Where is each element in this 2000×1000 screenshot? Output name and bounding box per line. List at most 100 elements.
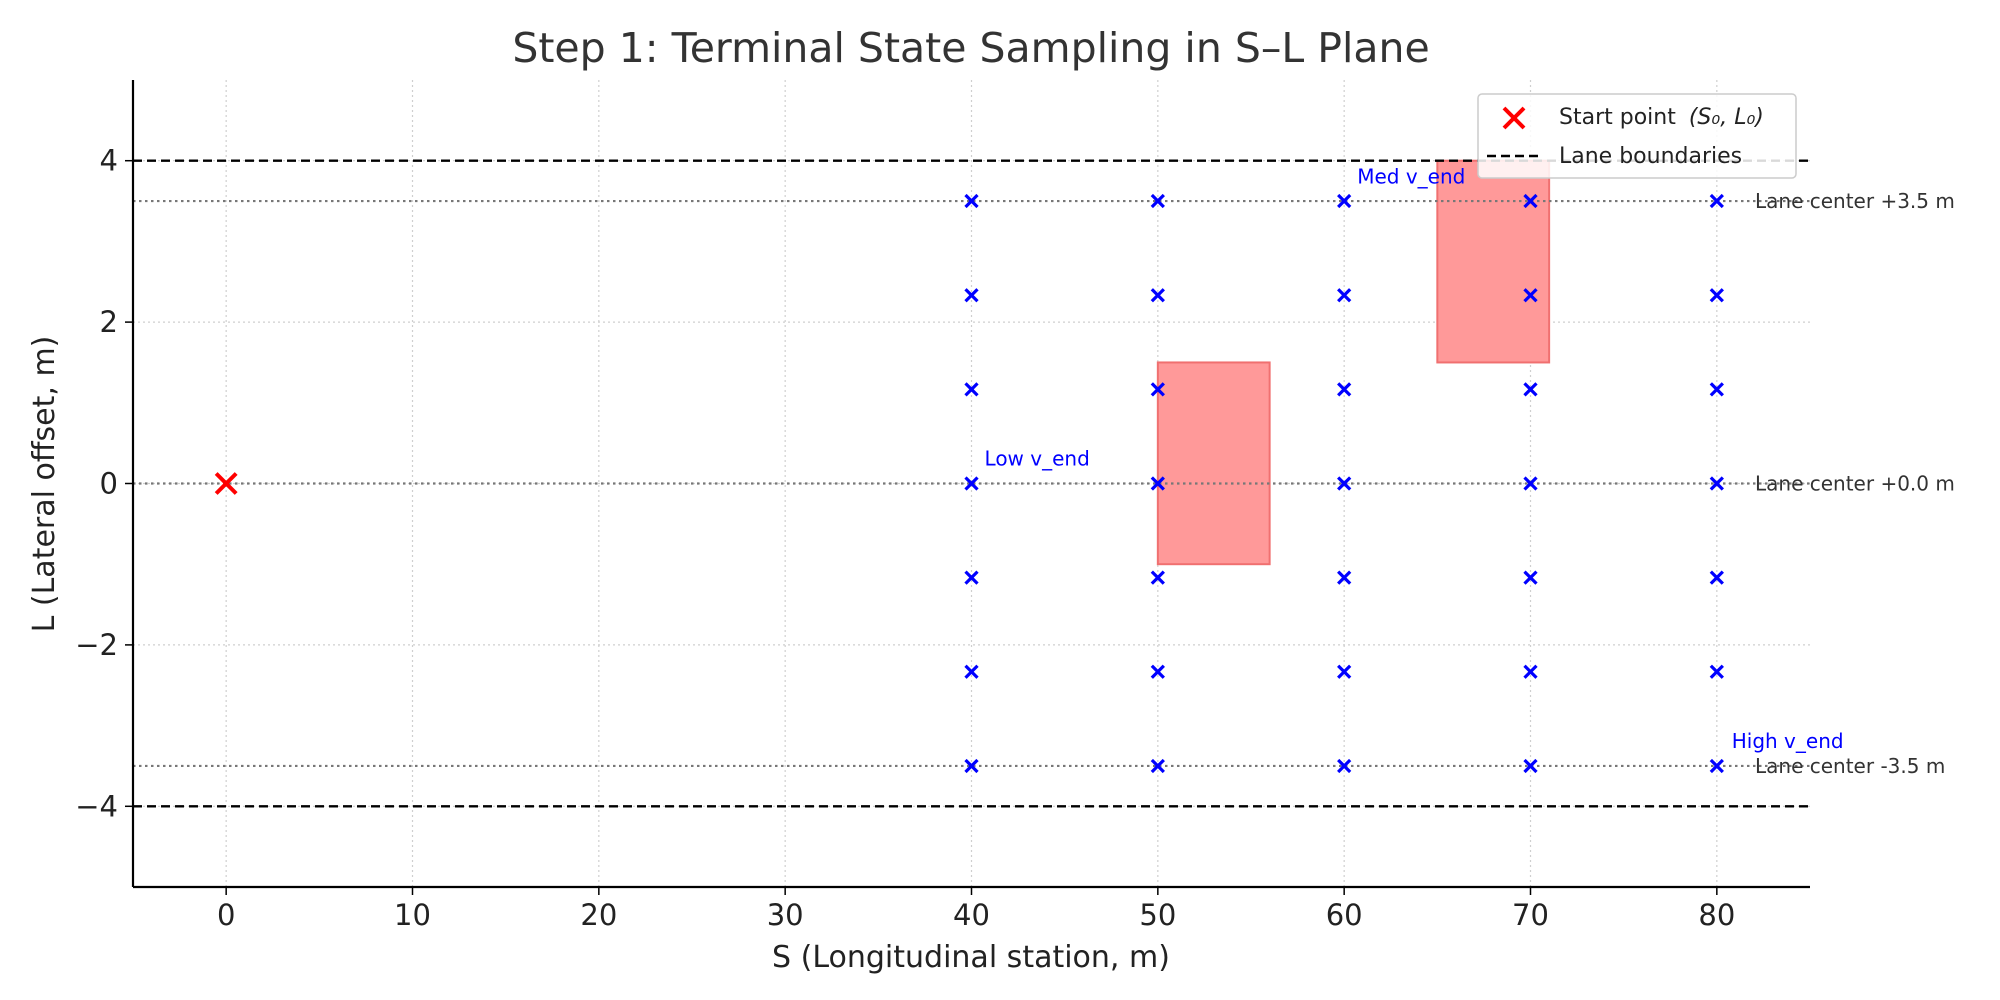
x-tick-label: 20 xyxy=(580,898,617,932)
sample-marker-stroke xyxy=(1523,664,1538,679)
sample-marker-stroke xyxy=(1337,664,1352,679)
sample-point xyxy=(964,758,979,774)
sample-marker-stroke xyxy=(1709,664,1724,679)
x-tick-label: 40 xyxy=(953,898,990,932)
sample-marker-stroke xyxy=(964,288,979,303)
sample-marker-stroke xyxy=(964,476,979,491)
legend-lane-boundaries-label: Lane boundaries xyxy=(1559,144,1742,169)
legend: Start point (S₀, L₀) Lane boundaries xyxy=(1477,93,1797,179)
sample-marker-stroke xyxy=(1150,193,1165,209)
sample-point xyxy=(1337,382,1352,397)
sample-point xyxy=(1337,193,1352,209)
sample-marker-stroke xyxy=(1337,758,1352,774)
sample-point xyxy=(1523,476,1538,491)
sample-point xyxy=(1150,288,1165,303)
sample-marker-stroke xyxy=(964,664,979,679)
sample-point xyxy=(1709,570,1724,585)
obstacle-box xyxy=(1436,159,1551,364)
sample-point xyxy=(1523,664,1538,679)
lane-center-label: Lane center +3.5 m xyxy=(1755,189,1955,213)
sample-marker-stroke xyxy=(1523,288,1538,303)
sample-marker-stroke xyxy=(1523,570,1538,585)
sample-marker-stroke xyxy=(1337,570,1352,585)
sample-point xyxy=(1709,288,1724,303)
annotations: Lane center +3.5 m Lane center +0.0 m Lane… xyxy=(985,164,1955,778)
sample-point xyxy=(1150,476,1165,491)
sample-marker-stroke xyxy=(1150,758,1165,774)
sample-point xyxy=(1709,193,1724,209)
y-axis-label: L (Lateral offset, m) xyxy=(27,336,62,633)
ticks: 0 10 20 30 40 50 60 70 80 −4 −2 0 2 4 xyxy=(75,144,1735,932)
y-tick-label: 0 xyxy=(100,467,118,501)
sample-marker-stroke xyxy=(1150,570,1165,585)
sample-marker-stroke xyxy=(964,758,979,774)
sample-point xyxy=(1523,193,1538,209)
sample-marker-stroke xyxy=(1523,382,1538,397)
sample-marker-stroke xyxy=(1523,758,1538,774)
x-tick-label: 50 xyxy=(1139,898,1176,932)
sample-marker-stroke xyxy=(964,570,979,585)
sample-marker-stroke xyxy=(1709,758,1724,774)
velocity-annotation: Low v_end xyxy=(985,447,1090,471)
sample-point xyxy=(1150,382,1165,397)
sample-marker-stroke xyxy=(1337,382,1352,397)
y-tick-label: 2 xyxy=(100,305,118,339)
sample-point xyxy=(1337,758,1352,774)
x-tick-label: 70 xyxy=(1512,898,1549,932)
velocity-annotation: High v_end xyxy=(1732,729,1844,753)
sample-point xyxy=(1150,570,1165,585)
x-tick-label: 10 xyxy=(394,898,431,932)
sample-point xyxy=(1523,288,1538,303)
sample-marker-stroke xyxy=(1709,476,1724,491)
velocity-annotation: Med v_end xyxy=(1357,164,1465,188)
sample-point xyxy=(1337,288,1352,303)
sample-point xyxy=(1337,476,1352,491)
lane-center-label: Lane center -3.5 m xyxy=(1755,754,1945,778)
legend-start-point-label: Start point (S₀, L₀) xyxy=(1559,105,1764,130)
x-tick-label: 60 xyxy=(1326,898,1363,932)
sample-marker-stroke xyxy=(1523,476,1538,491)
sample-marker-stroke xyxy=(1150,476,1165,491)
sample-point xyxy=(1709,382,1724,397)
sample-point xyxy=(964,288,979,303)
sample-marker-stroke xyxy=(1709,570,1724,585)
sample-points xyxy=(214,193,1724,774)
chart-title: Step 1: Terminal State Sampling in S–L P… xyxy=(512,24,1429,72)
lane-center-label: Lane center +0.0 m xyxy=(1755,472,1955,496)
legend-start-math: (S₀, L₀) xyxy=(1689,105,1764,130)
sample-point xyxy=(964,382,979,397)
start-point-marker xyxy=(214,472,238,495)
sample-marker-stroke xyxy=(1337,193,1352,209)
x-tick-label: 30 xyxy=(767,898,804,932)
sample-point xyxy=(1709,664,1724,679)
obstacle-box xyxy=(1156,361,1271,566)
x-tick-label: 0 xyxy=(217,898,235,932)
sample-point xyxy=(1523,382,1538,397)
sample-point xyxy=(964,664,979,679)
sample-marker-stroke xyxy=(1709,288,1724,303)
sample-marker-stroke xyxy=(1337,476,1352,491)
legend-start-marker xyxy=(1502,106,1526,130)
sample-marker-stroke xyxy=(1523,193,1538,209)
sample-point xyxy=(1337,664,1352,679)
y-tick-label: −4 xyxy=(75,789,118,823)
sample-marker-stroke xyxy=(964,382,979,397)
sample-point xyxy=(1523,758,1538,774)
legend-box xyxy=(1477,93,1797,179)
sample-point xyxy=(1150,193,1165,209)
sample-point xyxy=(964,570,979,585)
sample-point xyxy=(1709,758,1724,774)
sample-marker-stroke xyxy=(1150,664,1165,679)
start-marker-stroke xyxy=(214,472,238,495)
sample-marker-stroke xyxy=(964,193,979,209)
x-axis-label: S (Longitudinal station, m) xyxy=(772,940,1170,975)
sample-point xyxy=(964,193,979,209)
sample-point xyxy=(1709,476,1724,491)
legend-start-text: Start point xyxy=(1559,105,1676,130)
x-tick-label: 80 xyxy=(1698,898,1735,932)
sample-marker-stroke xyxy=(1150,382,1165,397)
y-tick-label: 4 xyxy=(100,144,118,178)
sample-point xyxy=(1150,664,1165,679)
sample-marker-stroke xyxy=(1150,288,1165,303)
